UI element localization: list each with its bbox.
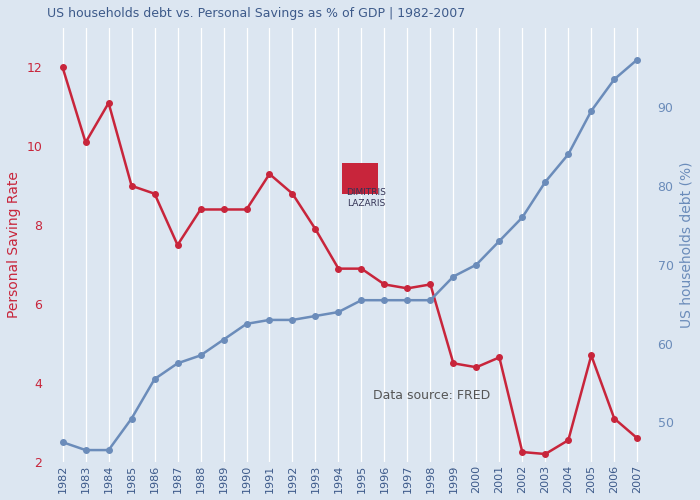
Text: Data source: FRED: Data source: FRED [373,389,490,402]
Y-axis label: US households debt (%): US households debt (%) [679,162,693,328]
Text: DIMITRIS
LAZARIS: DIMITRIS LAZARIS [346,188,386,208]
Y-axis label: Personal Saving Rate: Personal Saving Rate [7,172,21,318]
Text: US households debt vs. Personal Savings as % of GDP | 1982-2007: US households debt vs. Personal Savings … [46,7,465,20]
FancyBboxPatch shape [342,163,378,194]
